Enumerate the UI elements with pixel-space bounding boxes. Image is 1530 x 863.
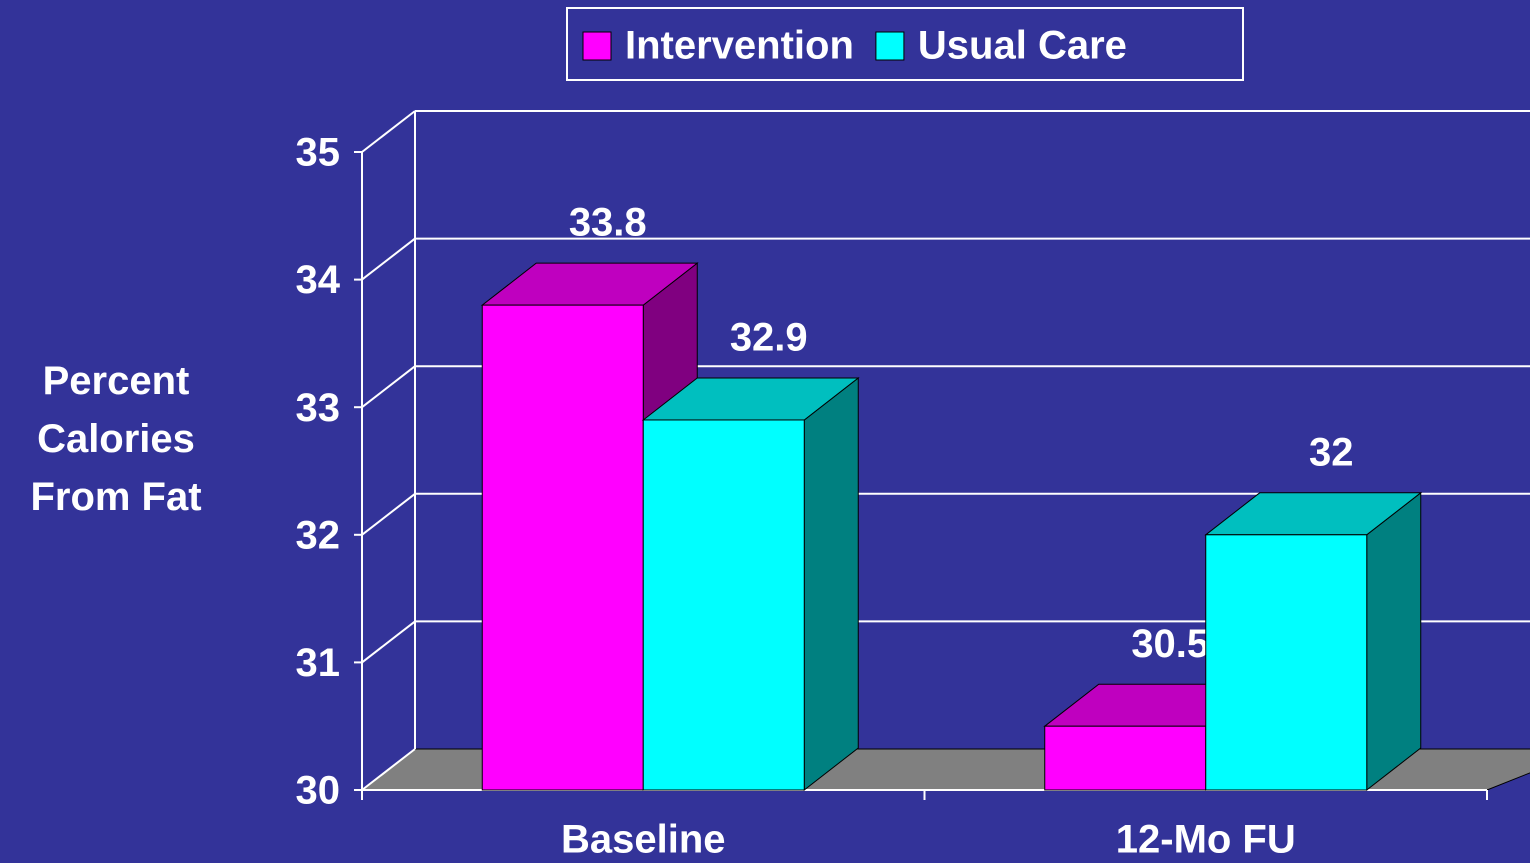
data-label: 33.8 (569, 201, 647, 245)
bar (481, 304, 644, 791)
bar (1044, 725, 1207, 791)
legend-label: Intervention (625, 24, 854, 68)
x-tick-label: 12-Mo FU (1116, 818, 1296, 862)
y-tick-label: 34 (296, 258, 341, 302)
grid-line (361, 748, 416, 791)
y-tick-label: 30 (296, 769, 341, 813)
grid-line (361, 237, 416, 281)
bar-side (1366, 491, 1422, 792)
grid-line (361, 110, 416, 153)
legend-swatch (582, 31, 612, 61)
legend-box (566, 7, 1244, 81)
data-label: 32 (1309, 430, 1354, 474)
bar (1205, 534, 1368, 791)
data-label: 32.9 (730, 316, 808, 360)
y-tick-label: 31 (296, 641, 341, 685)
bar (642, 419, 805, 791)
x-tick-label: Baseline (561, 818, 726, 862)
data-label: 30.5 (1131, 622, 1209, 666)
legend-swatch (875, 31, 905, 61)
y-tick-label: 33 (296, 386, 341, 430)
y-tick-label: 32 (296, 513, 341, 557)
bar-side (803, 376, 859, 792)
legend-label: Usual Care (918, 24, 1127, 68)
y-axis-title: Percent Calories From Fat (30, 359, 202, 519)
y-tick-label: 35 (296, 131, 341, 175)
grid-line (361, 493, 416, 536)
grid-line (361, 365, 416, 408)
grid-line (361, 620, 416, 664)
